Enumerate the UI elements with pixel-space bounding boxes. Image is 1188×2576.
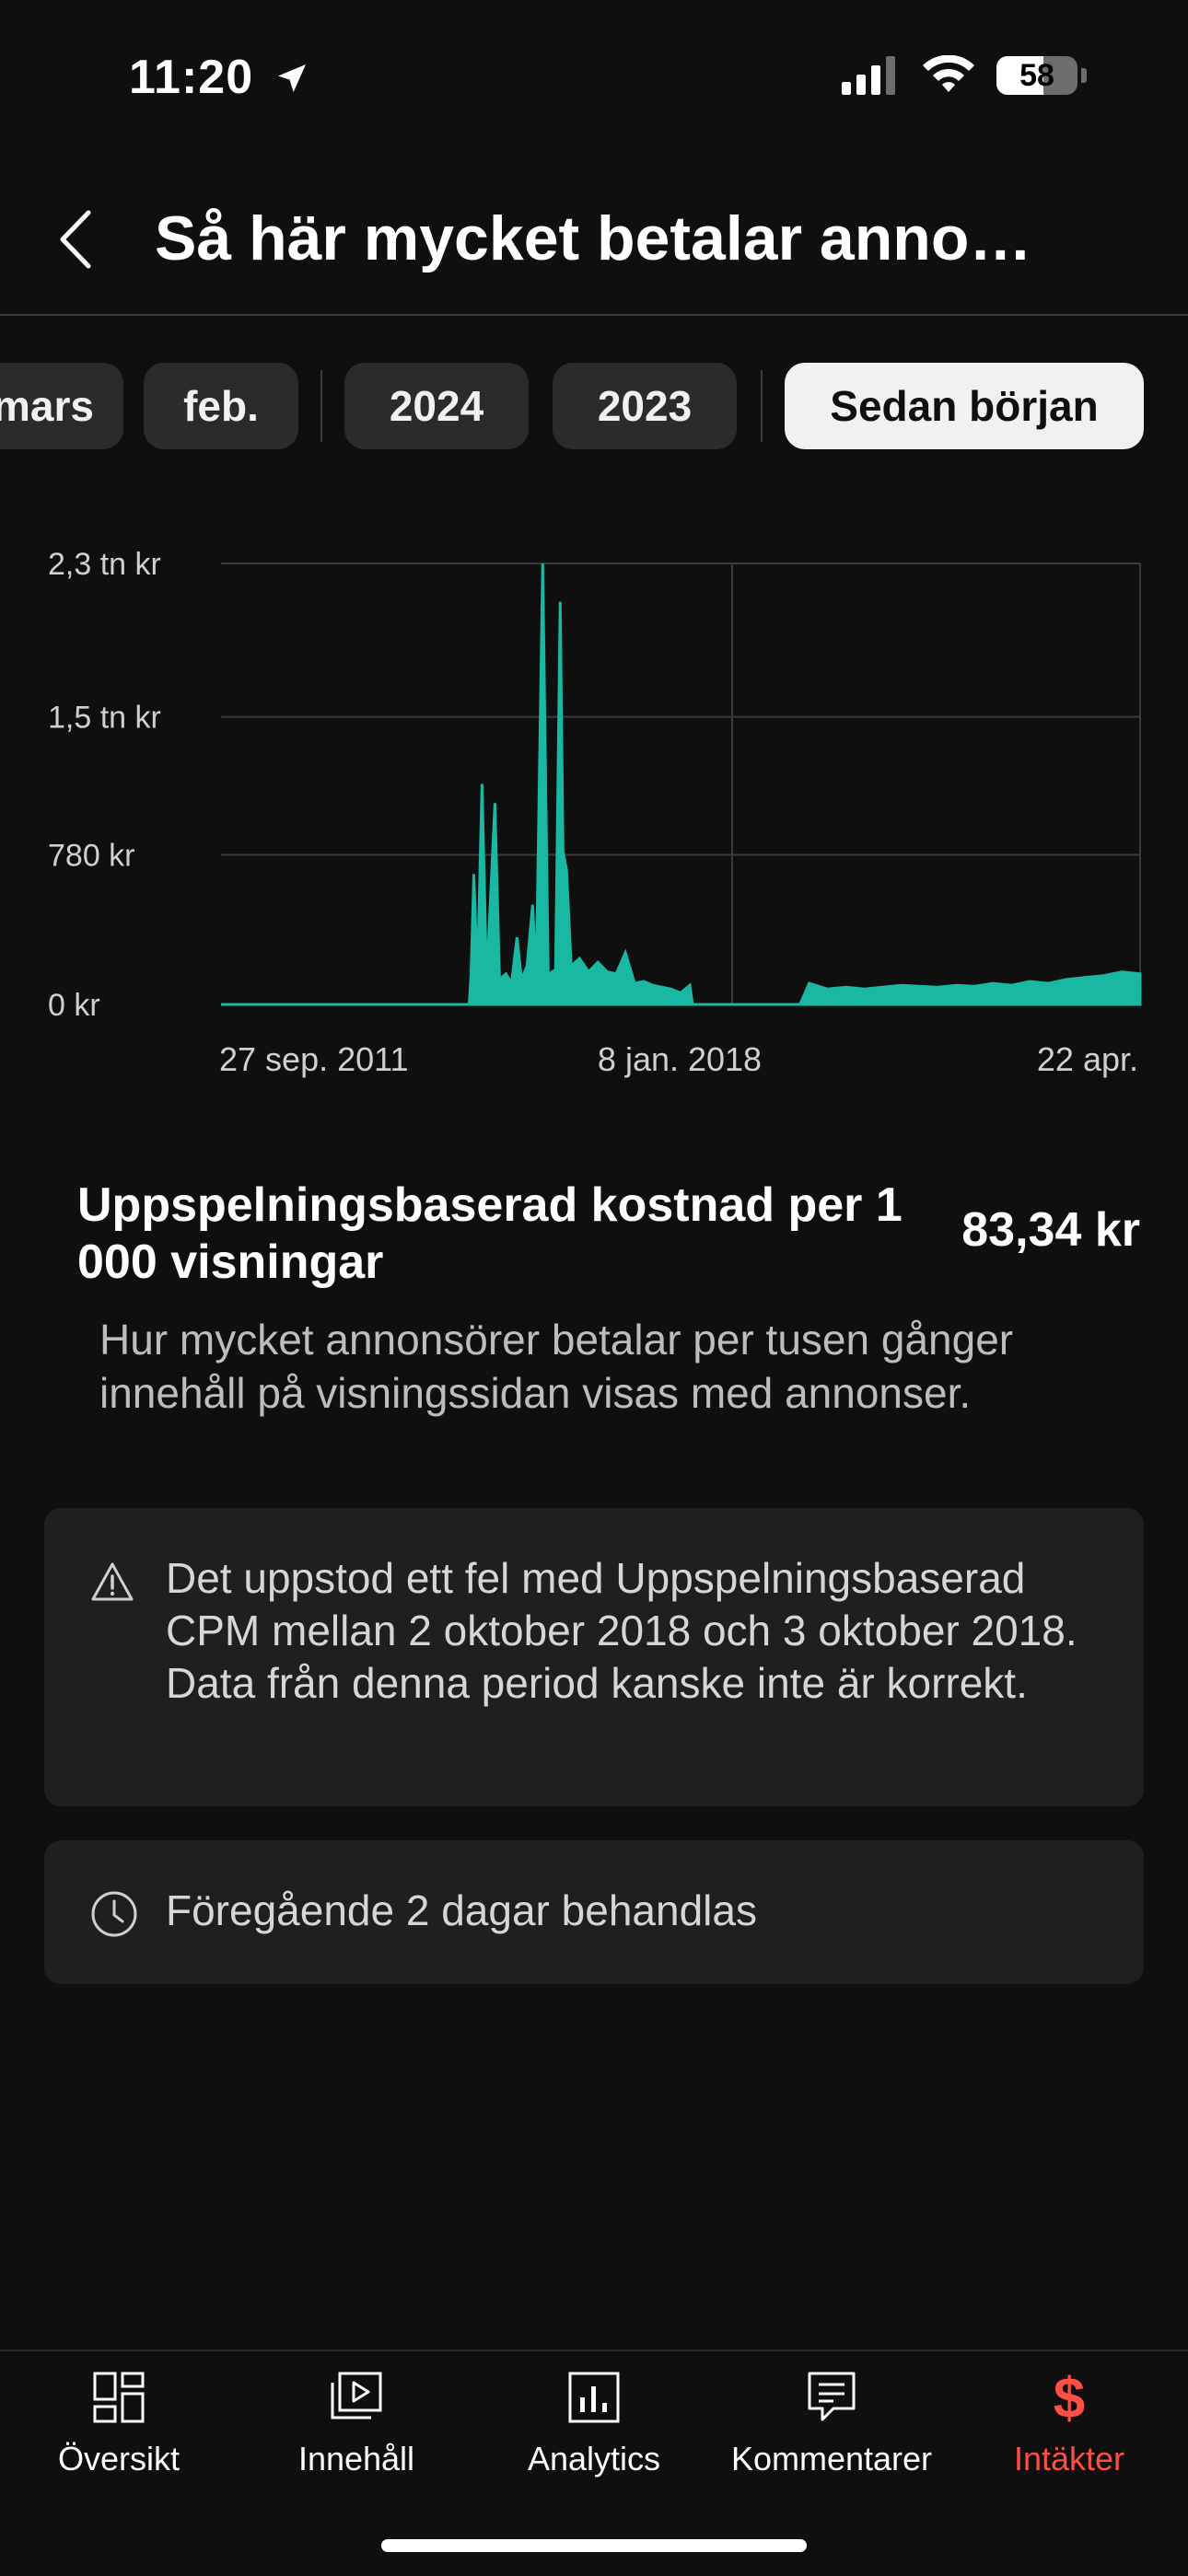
warning-icon	[91, 1562, 134, 1601]
chip-mars[interactable]: mars	[0, 363, 123, 449]
bar-chart-icon	[568, 2372, 620, 2423]
tab-intakter[interactable]: $ Intäkter	[950, 2368, 1188, 2497]
tab-innehall[interactable]: Innehåll	[238, 2368, 475, 2497]
chart-area-series	[221, 563, 1142, 1006]
chip-since-start[interactable]: Sedan början	[785, 363, 1144, 449]
home-indicator	[381, 2539, 807, 2552]
tab-label: Innehåll	[297, 2440, 415, 2477]
metric-title: Uppspelningsbaserad kostnad per 1 000 vi…	[77, 1178, 903, 1289]
tab-label: Översikt	[57, 2440, 180, 2477]
comment-icon	[808, 2372, 856, 2421]
tab-label: Analytics	[527, 2440, 661, 2477]
wifi-icon	[923, 55, 974, 92]
chip-2023[interactable]: 2023	[553, 363, 737, 449]
status-icons: 58	[842, 55, 1087, 96]
tab-label: Intäkter	[1013, 2440, 1125, 2477]
content-play-icon	[331, 2372, 382, 2419]
cpm-chart: 2,3 tn kr 1,5 tn kr 780 kr 0 kr 27 sep. 201…	[48, 547, 1142, 1078]
dashboard-icon	[93, 2372, 145, 2423]
processing-notice-text: Föregående 2 dagar behandlas	[166, 1886, 757, 1934]
svg-text:$: $	[1054, 2368, 1085, 2427]
y-tick-label: 780 kr	[48, 839, 135, 874]
error-notice-text: Det uppstod ett fel med Uppspelningsbase…	[166, 1554, 1077, 1707]
cellular-signal-icon	[842, 56, 895, 95]
tab-label: Kommentarer	[730, 2440, 933, 2477]
y-tick-label: 2,3 tn kr	[48, 547, 161, 582]
header-divider	[0, 314, 1188, 316]
tab-oversikt[interactable]: Översikt	[0, 2368, 238, 2497]
status-time: 11:20	[129, 50, 310, 105]
x-tick-label: 27 sep. 2011	[219, 1040, 409, 1078]
chip-2024[interactable]: 2024	[344, 363, 529, 449]
location-arrow-icon	[277, 64, 306, 92]
x-tick-label: 22 apr.	[1037, 1040, 1138, 1078]
page-title: Så här mycket betalar anno…	[155, 203, 1032, 273]
processing-notice-card: Föregående 2 dagar behandlas	[44, 1840, 1144, 1984]
clock-icon	[91, 1891, 137, 1937]
chip-divider	[761, 370, 763, 442]
error-notice-card: Det uppstod ett fel med Uppspelningsbase…	[44, 1508, 1144, 1806]
metric-value: 83,34 kr	[961, 1203, 1140, 1257]
bottom-tab-bar: Översikt Innehåll Analytics Kommentarer …	[0, 2350, 1188, 2576]
battery-indicator: 58	[996, 56, 1077, 95]
metric-description: Hur mycket annonsörer betalar per tusen …	[99, 1316, 1014, 1417]
period-chips: mars feb. 2024 2023 Sedan början	[0, 363, 1188, 449]
back-chevron-icon[interactable]	[52, 207, 107, 272]
y-tick-label: 0 kr	[48, 988, 100, 1023]
chip-feb[interactable]: feb.	[144, 363, 298, 449]
tab-kommentarer[interactable]: Kommentarer	[713, 2368, 950, 2497]
chip-divider	[320, 370, 322, 442]
x-tick-label: 8 jan. 2018	[598, 1040, 762, 1078]
tab-analytics[interactable]: Analytics	[475, 2368, 713, 2497]
dollar-icon: $	[1054, 2368, 1085, 2427]
y-tick-label: 1,5 tn kr	[48, 701, 161, 736]
